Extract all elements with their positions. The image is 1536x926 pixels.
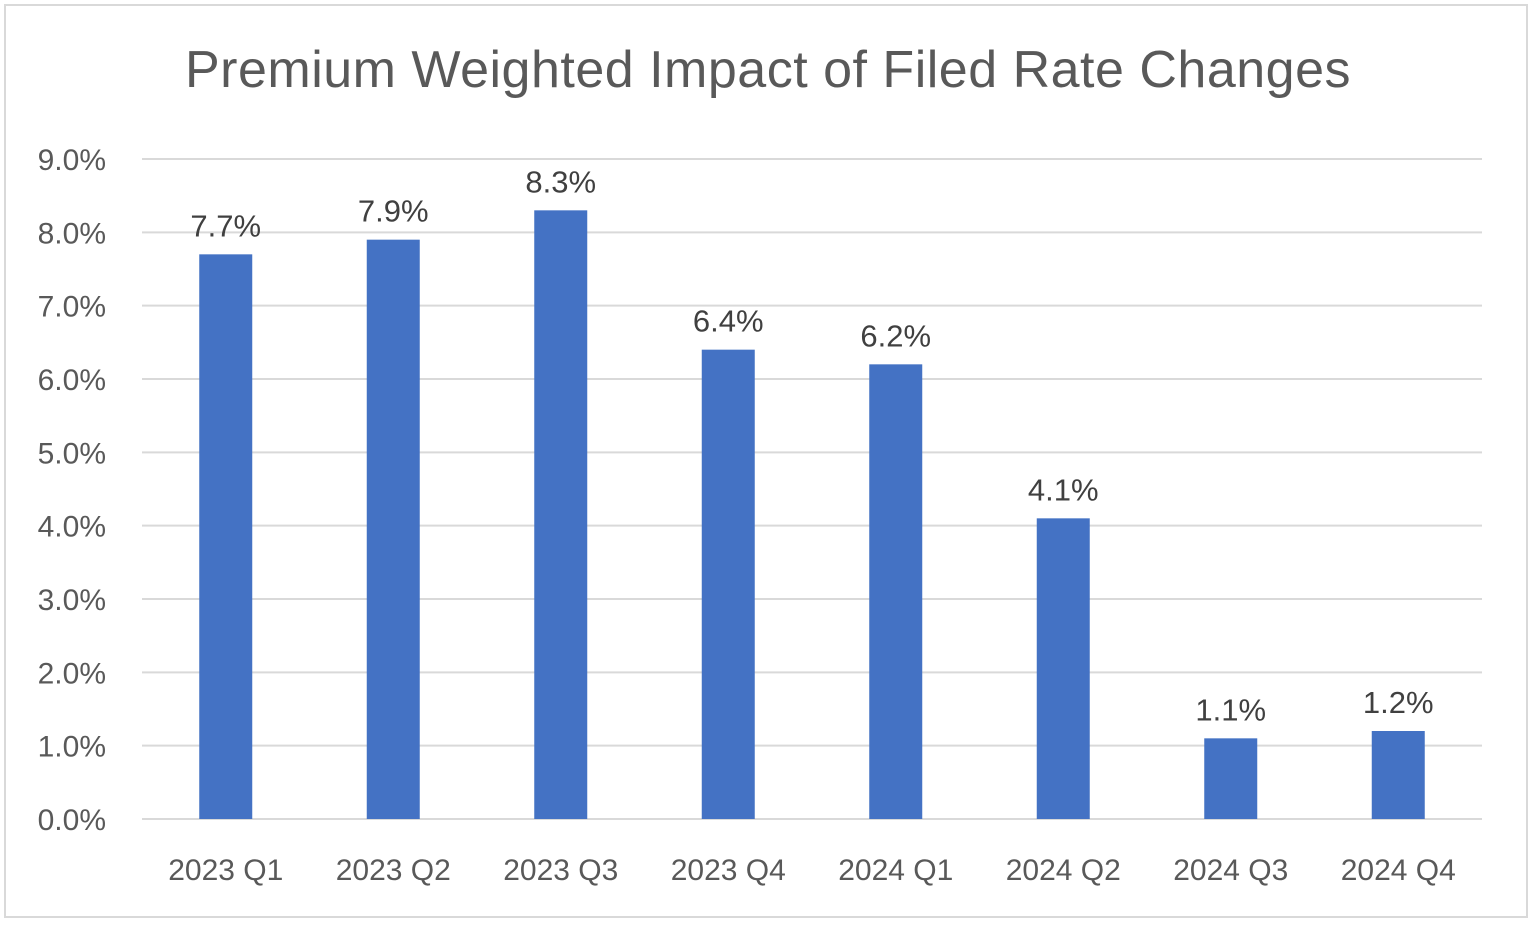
x-tick-label: 2023 Q4 — [671, 854, 786, 887]
bar — [1204, 738, 1258, 819]
data-labels: 7.7% 7.9% 8.3% 6.4% 6.2% 4.1% 1.1% 1.2% — [190, 164, 1433, 727]
y-tick-label: 5.0% — [38, 437, 106, 470]
data-label: 6.2% — [860, 318, 931, 353]
y-tick-label: 4.0% — [38, 511, 106, 544]
data-label: 1.2% — [1363, 685, 1434, 720]
x-tick-label: 2024 Q3 — [1173, 854, 1288, 887]
y-tick-label: 0.0% — [38, 804, 106, 837]
y-axis-ticks: 0.0% 1.0% 2.0% 3.0% 4.0% 5.0% 6.0% 7.0% 8.0% 9.0% — [38, 144, 106, 837]
y-tick-label: 6.0% — [38, 364, 106, 397]
x-tick-label: 2024 Q4 — [1341, 854, 1456, 887]
bar — [1371, 731, 1425, 819]
bar — [701, 349, 755, 819]
data-label: 4.1% — [1028, 472, 1099, 507]
y-tick-label: 1.0% — [38, 731, 106, 764]
data-label: 1.1% — [1195, 692, 1266, 727]
chart-frame — [4, 4, 1528, 918]
x-tick-label: 2023 Q1 — [168, 854, 283, 887]
data-label: 7.9% — [358, 194, 429, 229]
bar — [366, 239, 420, 819]
x-axis-ticks: 2023 Q1 2023 Q2 2023 Q3 2023 Q4 2024 Q1 2024 … — [168, 854, 1456, 887]
x-tick-label: 2023 Q3 — [503, 854, 618, 887]
x-tick-label: 2024 Q1 — [838, 854, 953, 887]
chart-title: Premium Weighted Impact of Filed Rate Ch… — [184, 41, 1352, 99]
x-tick-label: 2024 Q2 — [1006, 854, 1121, 887]
bar — [199, 254, 253, 820]
x-tick-label: 2023 Q2 — [336, 854, 451, 887]
data-label: 6.4% — [693, 304, 764, 339]
bars — [199, 210, 1425, 820]
data-label: 7.7% — [190, 208, 261, 243]
y-tick-label: 2.0% — [38, 657, 106, 690]
y-tick-label: 8.0% — [38, 217, 106, 250]
bar — [1036, 518, 1090, 819]
bar — [534, 210, 588, 820]
bar — [869, 364, 923, 819]
data-label: 8.3% — [525, 164, 596, 199]
y-tick-label: 9.0% — [38, 144, 106, 177]
y-tick-label: 7.0% — [38, 291, 106, 324]
gridlines — [142, 158, 1482, 820]
y-tick-label: 3.0% — [38, 584, 106, 617]
